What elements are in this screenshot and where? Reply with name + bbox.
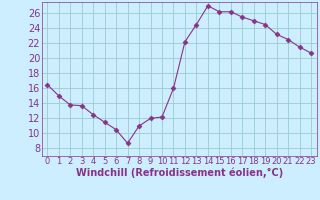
X-axis label: Windchill (Refroidissement éolien,°C): Windchill (Refroidissement éolien,°C) xyxy=(76,168,283,178)
